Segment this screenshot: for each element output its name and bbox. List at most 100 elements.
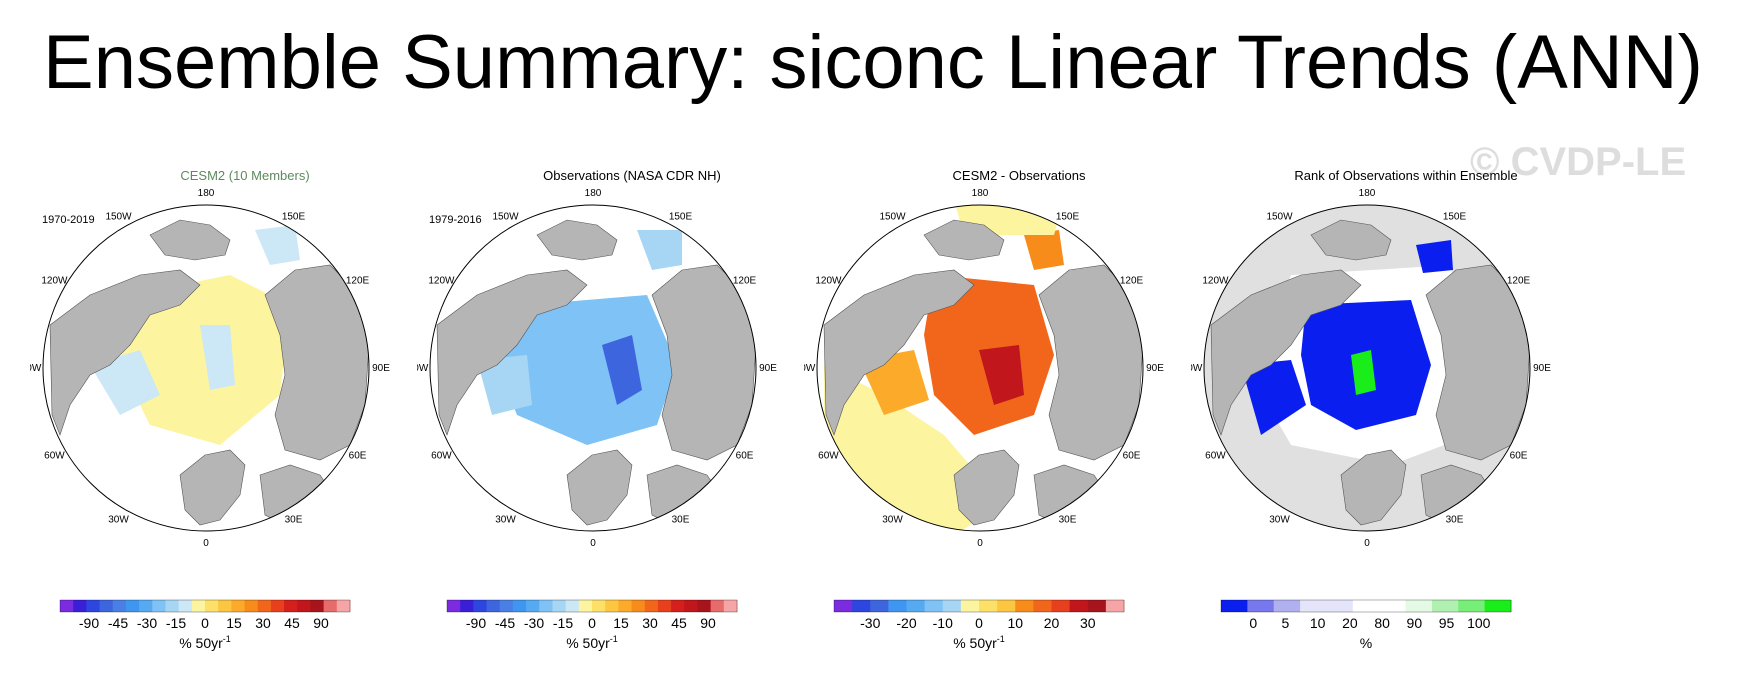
colorbar-swatch: [1431, 600, 1459, 612]
longitude-label: 90W: [1191, 363, 1203, 374]
colorbar-tick-label: -15: [166, 615, 186, 631]
longitude-label: 30E: [672, 515, 690, 526]
colorbar-swatch: [1015, 600, 1034, 612]
colorbar-swatch: [539, 600, 553, 612]
colorbar-swatch: [460, 600, 474, 612]
longitude-label: 30E: [1059, 515, 1077, 526]
colorbar-tick-label: 0: [588, 615, 596, 631]
field-patch: [1416, 240, 1453, 273]
longitude-label: 150E: [282, 211, 306, 222]
colorbar-swatch: [231, 600, 246, 612]
colorbar-swatch: [165, 600, 180, 612]
land-mass: [1210, 269, 1362, 436]
colorbar-swatch: [526, 600, 540, 612]
page-title: Ensemble Summary: siconc Linear Trends (…: [43, 20, 1703, 105]
colorbar-swatch: [60, 600, 74, 612]
land-mass: [179, 449, 246, 526]
longitude-label: 30W: [495, 515, 516, 526]
longitude-label: 120W: [815, 276, 842, 287]
colorbar-swatch: [205, 600, 219, 612]
colorbar-swatch: [684, 600, 698, 612]
longitude-label: 0: [1364, 538, 1370, 549]
colorbar: -90 -45 -30 -15 0 15 30 45 90 % 50yr-1: [59, 599, 351, 651]
watermark: © CVDP-LE: [1470, 140, 1687, 184]
longitude-label: 90E: [759, 363, 777, 374]
land-mass: [536, 219, 618, 261]
colorbar-tick-label: 30: [255, 615, 271, 631]
colorbar-swatch: [284, 600, 298, 612]
colorbar-tick-label: 30: [1080, 615, 1096, 631]
colorbar-tick-label: 10: [1007, 615, 1023, 631]
longitude-label: 150W: [492, 211, 519, 222]
colorbar: -90 -45 -30 -15 0 15 30 45 90 % 50yr-1: [446, 599, 738, 651]
colorbar-tick-label: -10: [933, 615, 953, 631]
polar-map: 180 150W 150E 120W 120E 90W 90E 60W 60E 30W 30E 0: [417, 188, 777, 549]
longitude-label: 90E: [1533, 363, 1551, 374]
field-patch: [120, 275, 290, 445]
period-label: 1979-2016: [429, 214, 482, 226]
colorbar-swatch: [644, 600, 659, 612]
field-patch: [1351, 350, 1376, 395]
map-border: [816, 204, 1144, 532]
colorbar-swatch: [657, 600, 672, 612]
field-patch: [1024, 230, 1064, 270]
colorbar-swatch: [942, 600, 962, 612]
longitude-label: 180: [1359, 188, 1376, 199]
colorbar-swatch: [152, 600, 166, 612]
land-mass: [436, 269, 588, 436]
longitude-label: 180: [585, 188, 602, 199]
land-mass: [823, 269, 975, 436]
colorbar-tick-label: 5: [1282, 615, 1290, 631]
panel-observations: Observations (NASA CDR NH) 1979-2016 180…: [417, 160, 847, 660]
longitude-label: 60W: [44, 451, 65, 462]
field-patch: [497, 295, 677, 445]
colorbar-swatch: [218, 600, 232, 612]
colorbar-swatch: [723, 600, 738, 612]
colorbar-tick-label: 100: [1467, 615, 1491, 631]
longitude-label: 30W: [882, 515, 903, 526]
colorbar-tick-label: 15: [613, 615, 629, 631]
longitude-label: 150W: [105, 211, 132, 222]
colorbar-swatch: [1033, 600, 1052, 612]
longitude-label: 60E: [1123, 451, 1141, 462]
panel-difference: CESM2 - Observations 180 150W 150E 120W 120E…: [804, 160, 1234, 660]
colorbar-swatch: [710, 600, 725, 612]
longitude-label: 120E: [346, 276, 370, 287]
colorbar-swatch: [112, 600, 127, 612]
land-mass: [49, 269, 201, 436]
longitude-label: 60W: [818, 451, 839, 462]
colorbar-swatch: [552, 600, 567, 612]
longitude-label: 150E: [1443, 211, 1467, 222]
colorbar-tick-label: 45: [671, 615, 687, 631]
colorbar-swatch: [618, 600, 633, 612]
colorbar-units: %: [1360, 635, 1372, 651]
colorbar-swatch: [852, 600, 871, 612]
colorbar-swatch: [499, 600, 514, 612]
longitude-label: 150E: [1056, 211, 1080, 222]
field-patch: [979, 345, 1024, 405]
colorbar-swatch: [1405, 600, 1433, 612]
field-patch: [200, 325, 235, 390]
colorbar-swatch: [979, 600, 998, 612]
panel-cesm2: CESM2 (10 Members) 1970-2019 180 150W 150E…: [30, 160, 460, 660]
longitude-label: 120W: [41, 276, 68, 287]
colorbar-tick-label: -15: [553, 615, 573, 631]
colorbar-swatch: [1105, 600, 1125, 612]
colorbar-tick-label: -90: [79, 615, 99, 631]
longitude-label: 60E: [349, 451, 367, 462]
colorbar-swatch: [257, 600, 272, 612]
colorbar-tick-label: 90: [700, 615, 716, 631]
colorbar-tick-label: 90: [1407, 615, 1423, 631]
longitude-label: 60W: [1205, 451, 1226, 462]
field-patch: [477, 355, 532, 415]
colorbar-swatch: [960, 600, 980, 612]
colorbar-tick-label: -30: [137, 615, 157, 631]
colorbar-swatch: [1069, 600, 1089, 612]
longitude-label: 90W: [804, 363, 816, 374]
colorbar-swatch: [323, 600, 338, 612]
longitude-label: 0: [977, 538, 983, 549]
panel-rank: Rank of Observations within Ensemble 180…: [1191, 160, 1621, 660]
colorbar-swatch: [671, 600, 685, 612]
colorbar-tick-label: 0: [975, 615, 983, 631]
colorbar-tick-label: -90: [466, 615, 486, 631]
